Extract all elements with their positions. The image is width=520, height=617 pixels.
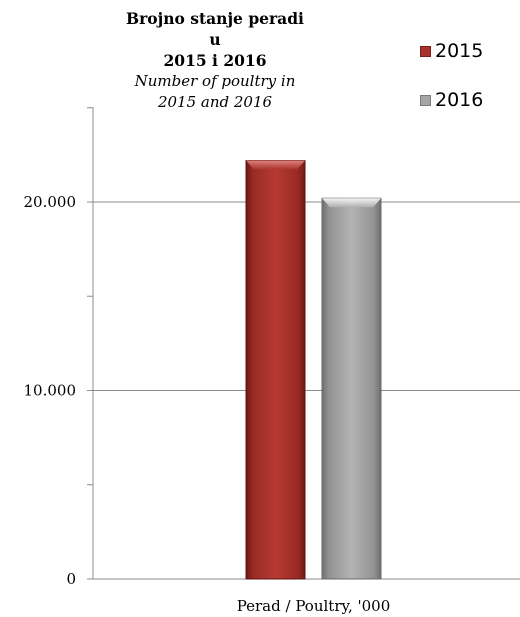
legend-swatch-2015 [420,45,431,57]
chart-title-block: Brojno stanje peradi u 2015 i 2016 Numbe… [120,8,310,113]
x-category-label: Perad / Poultry, '000 [237,597,391,615]
y-tick-label: 10.000 [24,382,77,400]
bars [245,160,382,580]
y-tick-label: 0 [66,570,76,588]
chart-subtitle-line-2: 2015 and 2016 [157,93,273,111]
bar-bevel-2016 [322,198,381,208]
gridlines [93,201,520,580]
legend-label-2016: 2016 [435,89,484,111]
legend-label-2015: 2015 [435,40,484,62]
chart-title-line-2: 2015 i 2016 [163,51,267,70]
legend-item-2015: 2015 [420,40,483,62]
bar-body-2016 [321,197,382,580]
bar-2016 [321,197,382,580]
y-tick-label: 20.000 [24,193,77,211]
legend-item-2016: 2016 [420,89,483,111]
axis-labels: 0 10.000 20.000 Perad / Poultry, '000 [24,193,391,615]
bar-bevel-2015 [246,160,305,170]
chart-subtitle-line-1: Number of poultry in [134,72,296,90]
axes [87,107,94,580]
bar-2015 [245,160,306,580]
bar-body-2015 [245,160,306,580]
legend-swatch-2016 [420,94,431,106]
chart-title-line-1: Brojno stanje peradi u [126,9,304,49]
